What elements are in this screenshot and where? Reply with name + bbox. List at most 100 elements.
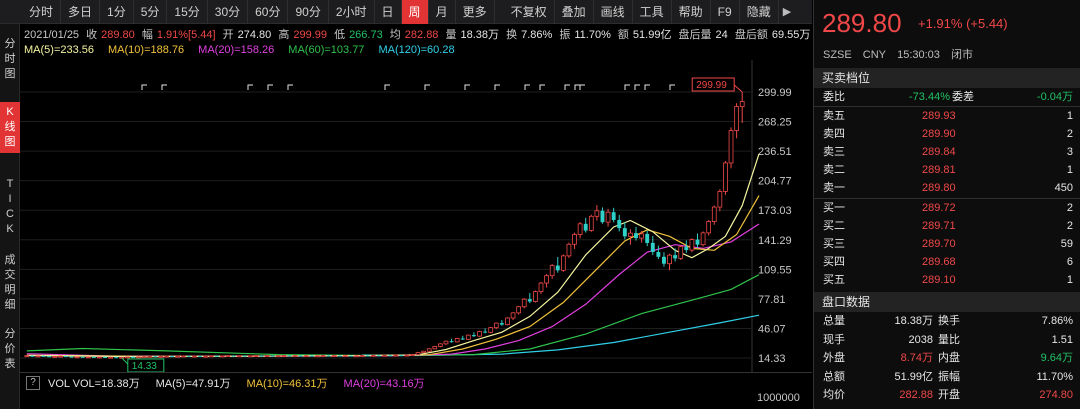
candle	[186, 355, 191, 357]
period-tab-0[interactable]: 分时	[22, 0, 62, 24]
candle	[52, 356, 58, 358]
candle	[164, 355, 169, 358]
period-tab-17[interactable]: 帮助	[672, 0, 711, 24]
period-tab-14[interactable]: 叠加	[555, 0, 594, 24]
md-value: 1.51	[1051, 333, 1073, 346]
period-tab-16[interactable]: 工具	[633, 0, 672, 24]
period-bracket-marker	[564, 84, 570, 90]
candle	[91, 356, 96, 358]
period-tab-7[interactable]: 90分	[288, 0, 329, 24]
quote-panel: 289.80 +1.91% (+5.44) SZSE CNY 15:30:03 …	[813, 0, 1080, 409]
candle	[588, 214, 594, 232]
after-amt-label: 盘后额	[734, 29, 768, 41]
candle	[337, 355, 342, 357]
md-label: 均价	[823, 389, 845, 402]
candle	[292, 355, 298, 357]
candle	[471, 332, 476, 337]
candle	[426, 348, 432, 352]
candle	[131, 356, 135, 358]
period-tab-18[interactable]: F9	[711, 0, 740, 24]
candle	[717, 189, 723, 212]
high-label: 高	[278, 29, 290, 41]
candle	[281, 355, 287, 357]
period-bracket-marker	[464, 84, 470, 90]
level-price: 289.70	[922, 238, 956, 250]
period-bracket-marker	[539, 84, 545, 90]
candle	[85, 356, 91, 359]
orderbook-level: 买二 289.71 2	[814, 217, 1080, 235]
level-label: 卖四	[823, 128, 845, 140]
candle	[662, 252, 666, 267]
candle	[35, 355, 41, 358]
candle	[236, 355, 242, 358]
help-box[interactable]: ?	[26, 375, 40, 390]
candle	[63, 355, 68, 358]
candle	[572, 232, 577, 249]
candle	[180, 355, 186, 358]
level-label: 卖一	[823, 182, 845, 194]
period-tab-13[interactable]: 不复权	[504, 0, 555, 24]
period-tab-6[interactable]: 60分	[248, 0, 289, 24]
md-label: 振幅	[938, 370, 960, 383]
candle	[309, 355, 314, 357]
period-tab-15[interactable]: 画线	[594, 0, 633, 24]
open-label: 开	[222, 29, 234, 41]
ma10-line	[26, 195, 760, 357]
level-price: 289.71	[922, 220, 956, 232]
candle	[41, 355, 46, 357]
orderbook-ratio-row: 委比 -73.44% 委差 -0.04万	[814, 88, 1080, 106]
md-label: 总额	[823, 370, 845, 383]
md-value: 7.86%	[1041, 315, 1073, 327]
chevron-right-icon[interactable]: ▶	[782, 6, 792, 18]
bar-date: 2021/01/25	[24, 29, 80, 41]
vol-ma5: MA(5)=47.91万	[155, 377, 231, 390]
candle	[667, 253, 672, 271]
side-tab-1[interactable]: K 线 图	[0, 102, 20, 153]
candle	[488, 327, 494, 334]
candle	[30, 355, 35, 357]
ma-legend-item: MA(5)=233.56	[24, 44, 95, 56]
period-tab-1[interactable]: 多日	[61, 0, 101, 24]
side-tab-0[interactable]: 分 时 图	[4, 38, 16, 80]
candle	[628, 229, 633, 245]
side-tab-3[interactable]: 成 交 明 细	[4, 254, 16, 311]
period-tab-8[interactable]: 2小时	[329, 0, 375, 24]
level-price: 289.68	[922, 256, 956, 268]
period-tab-2[interactable]: 1分	[100, 0, 134, 24]
vol-ma10: MA(10)=46.31万	[246, 377, 328, 390]
period-bracket-marker	[141, 84, 147, 90]
period-tab-12[interactable]: 更多	[456, 0, 495, 24]
period-tab-3[interactable]: 5分	[134, 0, 168, 24]
period-tab-11[interactable]: 月	[429, 0, 456, 24]
y-tick-label: 46.07	[758, 323, 786, 335]
candle	[505, 317, 510, 326]
candle	[315, 355, 320, 358]
candle	[521, 298, 527, 309]
orderbook-level: 买三 289.70 59	[814, 235, 1080, 253]
candle	[673, 248, 678, 262]
candle	[192, 355, 197, 358]
level-price: 289.72	[922, 202, 956, 214]
side-tab-4[interactable]: 分 价 表	[4, 328, 16, 370]
period-tab-9[interactable]: 日	[375, 0, 402, 24]
period-tab-4[interactable]: 15分	[167, 0, 208, 24]
kline-chart[interactable]: 299.99 268.25 236.51 204.77 173.03 141.29 109.…	[20, 60, 812, 372]
candle	[650, 236, 655, 255]
market-data-row: 外盘 8.74万 内盘 9.64万	[814, 349, 1080, 367]
candle	[170, 355, 175, 358]
candle	[303, 355, 309, 358]
period-tab-5[interactable]: 30分	[208, 0, 249, 24]
candle	[711, 205, 717, 225]
side-tab-2[interactable]: T I C K	[6, 178, 14, 235]
ma-legend-item: MA(10)=188.76	[108, 44, 185, 56]
period-bracket-marker	[424, 84, 430, 90]
y-tick-label: 299.99	[758, 87, 792, 99]
period-tab-19[interactable]: 隐藏	[740, 0, 779, 24]
close-label: 收	[86, 29, 98, 41]
candle	[443, 340, 449, 345]
period-tab-10[interactable]: 周	[401, 0, 429, 24]
candle	[388, 354, 393, 357]
md-label: 内盘	[938, 352, 960, 365]
candle	[225, 355, 231, 358]
candle	[404, 354, 410, 357]
